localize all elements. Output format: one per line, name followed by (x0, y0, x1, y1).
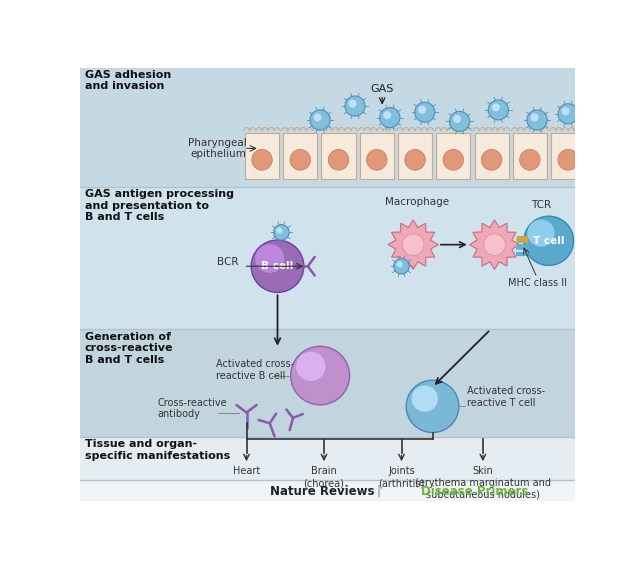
Circle shape (488, 100, 509, 120)
Text: Disease Primers: Disease Primers (422, 485, 529, 498)
Circle shape (450, 111, 470, 132)
Bar (398, 133, 432, 179)
Circle shape (530, 113, 539, 122)
Circle shape (296, 352, 325, 381)
Text: B cell: B cell (261, 261, 294, 271)
Circle shape (310, 110, 330, 130)
Circle shape (380, 108, 400, 128)
Circle shape (453, 115, 461, 123)
Bar (475, 133, 509, 179)
Ellipse shape (443, 149, 463, 170)
Bar (551, 133, 585, 179)
Text: GAS adhesion
and invasion: GAS adhesion and invasion (84, 70, 171, 91)
Text: BCR: BCR (217, 257, 238, 267)
Bar (513, 133, 547, 179)
Text: Tissue and organ-
specific manifestations: Tissue and organ- specific manifestation… (84, 440, 230, 461)
Text: Nature Reviews: Nature Reviews (270, 485, 374, 498)
Text: Macrophage: Macrophage (385, 197, 449, 207)
Text: Generation of
cross-reactive
B and T cells: Generation of cross-reactive B and T cel… (84, 332, 173, 365)
Circle shape (492, 104, 500, 111)
Text: TCR: TCR (531, 200, 551, 209)
Text: Pharyngeal
epithelium: Pharyngeal epithelium (189, 137, 247, 159)
Circle shape (418, 106, 426, 114)
Bar (80, 329, 575, 437)
Text: Cross-reactive
antibody: Cross-reactive antibody (157, 398, 227, 419)
Circle shape (291, 346, 350, 405)
Ellipse shape (405, 149, 426, 170)
Circle shape (412, 386, 438, 412)
Text: GAS: GAS (371, 84, 394, 94)
Ellipse shape (290, 149, 311, 170)
Ellipse shape (328, 149, 349, 170)
Ellipse shape (252, 149, 272, 170)
Text: GAS antigen processing
and presentation to
B and T cells: GAS antigen processing and presentation … (84, 189, 233, 222)
Text: Joints
(arthritis): Joints (arthritis) (378, 466, 425, 488)
Bar (80, 437, 575, 480)
Circle shape (527, 220, 555, 247)
Bar (80, 68, 575, 187)
Circle shape (484, 234, 505, 256)
Circle shape (345, 96, 365, 116)
Ellipse shape (481, 149, 502, 170)
Circle shape (276, 227, 282, 234)
Bar (80, 187, 575, 329)
Text: |: | (376, 485, 380, 498)
Circle shape (527, 110, 547, 130)
Circle shape (403, 234, 424, 256)
Circle shape (273, 225, 289, 240)
Text: MHC class II: MHC class II (507, 278, 567, 288)
Circle shape (314, 113, 321, 122)
Circle shape (255, 244, 284, 273)
Circle shape (562, 108, 569, 115)
Circle shape (558, 104, 578, 124)
Circle shape (251, 240, 304, 292)
Text: Activated cross-
reactive T cell: Activated cross- reactive T cell (467, 386, 546, 408)
Bar (283, 133, 318, 179)
Circle shape (406, 380, 459, 432)
Bar (80, 480, 575, 501)
Circle shape (383, 111, 391, 119)
Text: Skin
(erythema marginatum and
subcutaneous nodules): Skin (erythema marginatum and subcutaneo… (415, 466, 551, 499)
Text: T cell: T cell (533, 236, 564, 246)
Circle shape (415, 102, 435, 122)
Circle shape (524, 216, 574, 265)
Bar (436, 133, 470, 179)
Circle shape (394, 258, 409, 274)
Circle shape (396, 261, 403, 267)
Bar (360, 133, 394, 179)
Ellipse shape (520, 149, 540, 170)
Ellipse shape (367, 149, 387, 170)
Bar (321, 133, 355, 179)
Polygon shape (470, 220, 520, 269)
Text: Heart: Heart (233, 466, 260, 476)
Text: Activated cross-
reactive B cell: Activated cross- reactive B cell (215, 359, 294, 381)
Bar (245, 133, 279, 179)
Text: Brain
(chorea): Brain (chorea) (304, 466, 344, 488)
Polygon shape (389, 220, 438, 269)
Circle shape (348, 100, 357, 108)
Ellipse shape (558, 149, 578, 170)
